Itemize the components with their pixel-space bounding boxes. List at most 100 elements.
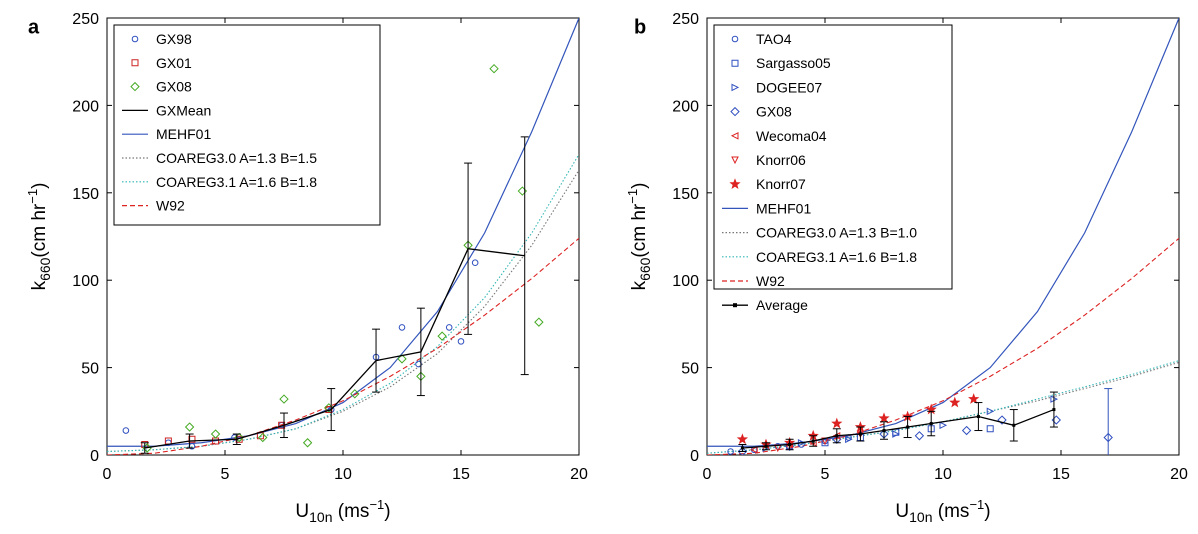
data-point-GX08 [997, 415, 1007, 425]
legend-label: W92 [756, 273, 785, 289]
y-tick-label: 250 [72, 11, 99, 28]
legend-marker-Knorr07 [729, 178, 741, 189]
legend-item: MEHF01 [122, 126, 211, 142]
y-tick-label: 200 [672, 98, 699, 115]
data-point-GX08 [302, 438, 313, 448]
x-axis-label-sub: 10n [309, 509, 332, 525]
data-point-Average [740, 446, 744, 450]
legend-item: TAO4 [731, 31, 792, 47]
legend-item: W92 [122, 198, 185, 214]
legend-label: TAO4 [756, 31, 792, 47]
x-tick-label: 0 [703, 466, 712, 483]
y-tick-label: 200 [72, 98, 99, 115]
data-point-GX08 [1103, 432, 1113, 443]
data-point-GX98 [445, 324, 453, 331]
data-point-GX08 [184, 422, 195, 432]
y-axis-label: k660(cm hr−1) [625, 183, 653, 291]
legend-box [713, 24, 953, 290]
legend-label: GXMean [156, 102, 211, 118]
data-point-Sargasso05 [821, 439, 829, 447]
y-axis-label: k660(cm hr−1) [25, 183, 53, 291]
legend-item: MEHF01 [722, 200, 811, 216]
y-tick-label: 50 [681, 361, 699, 378]
legend-item: GX08 [130, 79, 192, 95]
legend-marker-Wecoma04 [730, 131, 739, 140]
y-tick-label: 100 [72, 273, 99, 290]
data-point-GX08 [534, 317, 544, 327]
legend-label: GX08 [756, 104, 792, 120]
legend-label: Sargasso05 [756, 55, 831, 71]
series-line-W92 [707, 237, 1179, 455]
legend-item: Sargasso05 [731, 55, 831, 71]
legend-label: COAREG3.1 A=1.6 B=1.8 [756, 249, 917, 265]
x-axis-label-main: U [295, 501, 309, 522]
y-axis-label-main: k [29, 280, 50, 290]
data-point-Average [811, 439, 815, 443]
data-point-GX01 [256, 432, 264, 440]
data-point-Knorr07 [736, 433, 749, 445]
y-axis-label-unit: (cm hr [629, 203, 650, 258]
data-point-GX98 [122, 427, 130, 434]
legend-item: Knorr06 [731, 152, 806, 168]
series-line-MEHF01 [707, 18, 1179, 447]
legend-label: GX01 [156, 55, 192, 71]
y-tick-label: 0 [90, 448, 99, 465]
x-axis-label-sup: −1 [369, 497, 384, 512]
data-point-GX01 [188, 435, 196, 443]
data-point-Sargasso05 [986, 425, 994, 433]
legend-label: COAREG3.0 A=1.3 B=1.5 [156, 150, 317, 166]
legend-item: GX01 [131, 55, 192, 71]
legend-label: GX08 [156, 79, 192, 95]
series-line-MEHF01 [107, 18, 579, 447]
legend-label: Knorr07 [756, 176, 806, 192]
legend-marker-Sargasso05 [731, 59, 739, 67]
x-tick-label: 15 [452, 466, 470, 483]
y-axis-label-unit: (cm hr [29, 203, 50, 258]
x-axis-label-sup: −1 [969, 497, 984, 512]
legend: GX98 GX01 GX08 GXMean MEHF01 COAREG3.0 A=1.3 … [113, 24, 381, 226]
legend-box [113, 24, 381, 226]
legend-label: COAREG3.1 A=1.6 B=1.8 [156, 174, 317, 190]
legend-item: Average [722, 297, 808, 313]
data-point-Wecoma04 [750, 445, 758, 454]
data-point-GX01 [235, 435, 243, 443]
data-point-DOGEE07 [892, 430, 900, 438]
data-point-GX08 [258, 432, 268, 443]
data-point-GX08 [210, 429, 221, 439]
legend-marker-GX08 [130, 81, 140, 92]
plot-area [707, 18, 1179, 455]
legend-label: W92 [156, 198, 185, 214]
x-tick-label: 0 [103, 466, 112, 483]
y-axis-label-close: ) [629, 183, 650, 189]
data-point-Knorr07 [949, 396, 961, 408]
legend-marker-Average [733, 303, 737, 308]
data-point-Knorr07 [968, 393, 980, 404]
data-point-Sargasso05 [927, 425, 935, 433]
legend: TAO4 Sargasso05 DOGEE07 GX08 Wecoma04 Knorr06… [713, 24, 953, 313]
data-point-GX98 [471, 259, 479, 267]
legend-item: GXMean [122, 102, 211, 118]
legend-marker-Knorr06 [731, 156, 739, 165]
data-point-Average [906, 425, 910, 429]
y-tick-label: 150 [72, 186, 99, 203]
data-point-Average [1052, 408, 1056, 412]
data-point-Average [1012, 423, 1016, 427]
x-axis-label: U10n (ms−1) [895, 497, 990, 525]
x-axis-label-close: ) [984, 501, 990, 522]
panel-label: b [634, 17, 646, 39]
x-axis-label-close: ) [384, 501, 390, 522]
x-tick-label: 5 [221, 466, 230, 483]
legend-marker-DOGEE07 [731, 83, 740, 92]
data-point-GX08 [961, 425, 972, 436]
panel-label: a [28, 17, 40, 39]
data-point-GX98 [398, 324, 406, 331]
data-point-GX01 [212, 437, 220, 445]
legend-label: Knorr06 [756, 152, 806, 168]
series-line-W92 [107, 237, 579, 455]
legend-item: GX08 [730, 104, 792, 120]
y-tick-label: 250 [672, 11, 699, 28]
data-point-Average [929, 422, 933, 426]
legend-item: COAREG3.1 A=1.6 B=1.8 [122, 174, 317, 190]
legend-label: MEHF01 [156, 126, 211, 142]
